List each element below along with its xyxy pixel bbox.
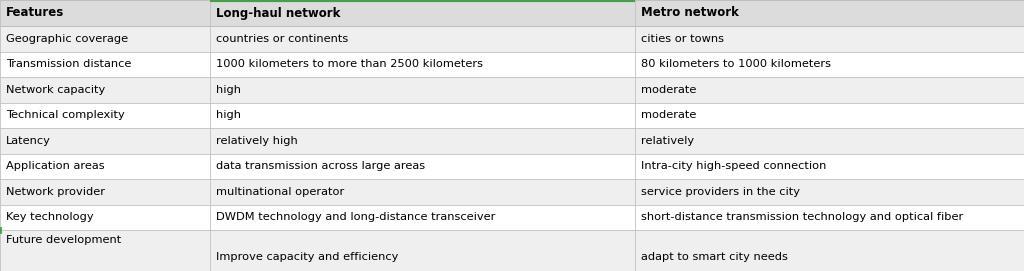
Bar — [0, 154, 1024, 179]
Text: countries or continents: countries or continents — [216, 34, 348, 44]
Text: multinational operator: multinational operator — [216, 187, 344, 197]
Text: relatively: relatively — [641, 136, 694, 146]
Text: high: high — [216, 85, 241, 95]
Text: moderate: moderate — [641, 85, 696, 95]
Text: relatively high: relatively high — [216, 136, 298, 146]
Text: 1000 kilometers to more than 2500 kilometers: 1000 kilometers to more than 2500 kilome… — [216, 59, 483, 69]
Text: Improve capacity and efficiency: Improve capacity and efficiency — [216, 252, 398, 262]
Text: Network provider: Network provider — [6, 187, 105, 197]
Text: Long-haul network: Long-haul network — [216, 7, 340, 20]
Text: Geographic coverage: Geographic coverage — [6, 34, 128, 44]
Text: Features: Features — [6, 7, 65, 20]
Text: Latency: Latency — [6, 136, 51, 146]
Bar — [0, 128, 1024, 154]
Text: DWDM technology and long-distance transceiver: DWDM technology and long-distance transc… — [216, 212, 496, 222]
Bar — [0, 0, 1024, 26]
Bar — [0, 102, 1024, 128]
Text: Technical complexity: Technical complexity — [6, 110, 125, 120]
Bar — [0, 26, 1024, 51]
Bar — [0, 77, 1024, 102]
Text: Transmission distance: Transmission distance — [6, 59, 131, 69]
Text: Network capacity: Network capacity — [6, 85, 105, 95]
Text: Key technology: Key technology — [6, 212, 94, 222]
Text: service providers in the city: service providers in the city — [641, 187, 800, 197]
Text: cities or towns: cities or towns — [641, 34, 724, 44]
Bar — [0, 205, 1024, 230]
Bar — [0, 51, 1024, 77]
Text: Application areas: Application areas — [6, 161, 104, 171]
Text: Intra-city high-speed connection: Intra-city high-speed connection — [641, 161, 826, 171]
Text: high: high — [216, 110, 241, 120]
Text: Future development: Future development — [6, 235, 122, 245]
Text: Metro network: Metro network — [641, 7, 739, 20]
Text: short-distance transmission technology and optical fiber: short-distance transmission technology a… — [641, 212, 964, 222]
Text: moderate: moderate — [641, 110, 696, 120]
Text: data transmission across large areas: data transmission across large areas — [216, 161, 425, 171]
Text: 80 kilometers to 1000 kilometers: 80 kilometers to 1000 kilometers — [641, 59, 831, 69]
Bar — [0, 179, 1024, 205]
Text: adapt to smart city needs: adapt to smart city needs — [641, 252, 787, 262]
Bar — [0, 230, 1024, 271]
